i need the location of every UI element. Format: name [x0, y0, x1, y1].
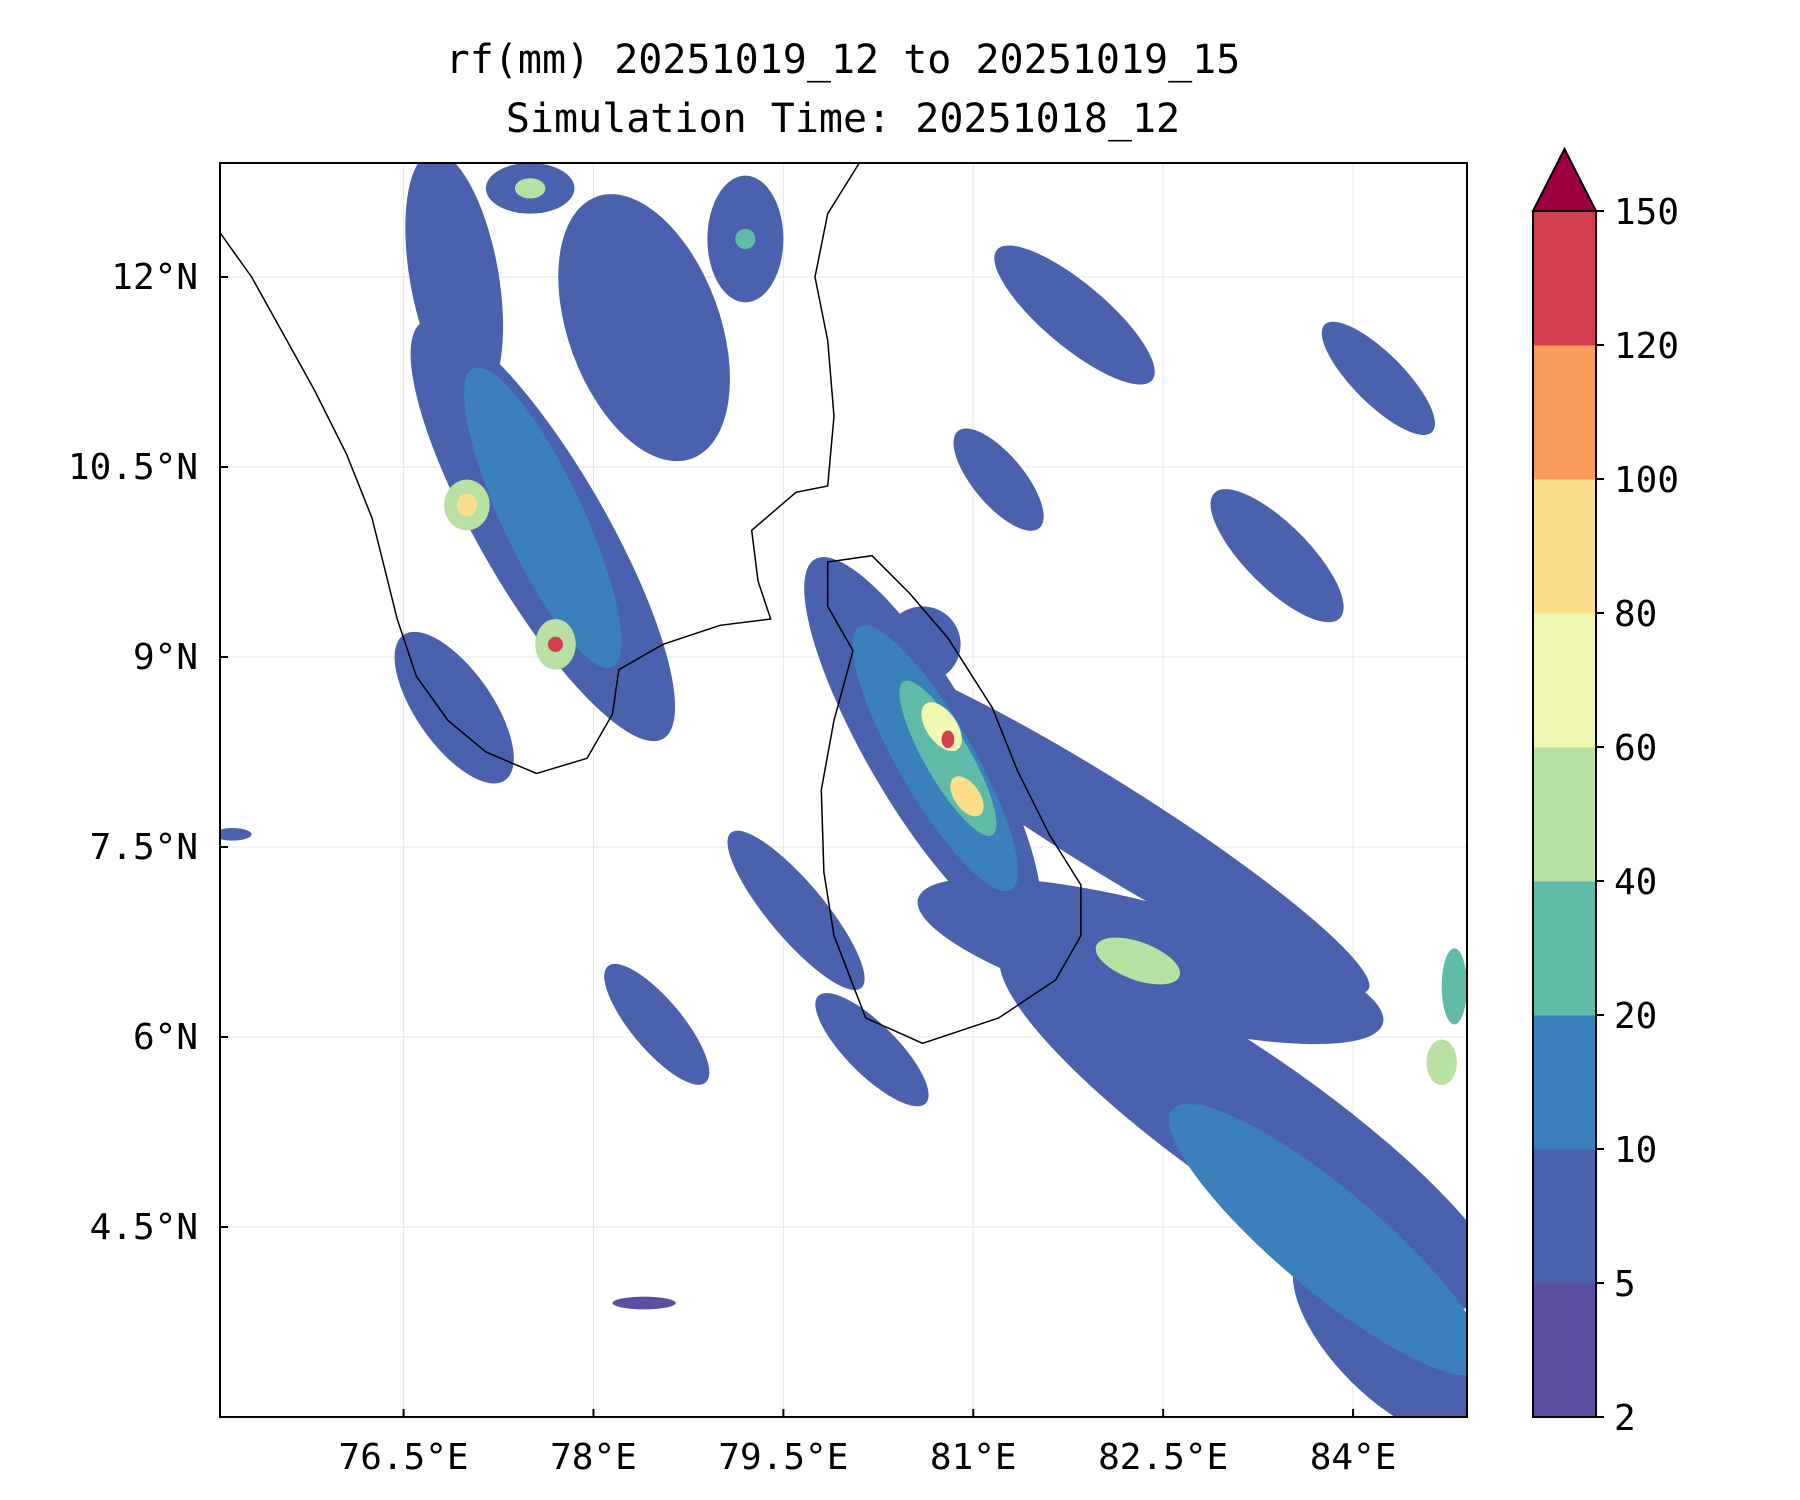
x-tick-label: 76.5°E	[339, 1437, 469, 1478]
colorbar-segment	[1533, 211, 1596, 346]
colorbar-tick-label: 120	[1614, 326, 1679, 367]
x-tick-label: 81°E	[930, 1437, 1017, 1478]
y-tick-label: 10.5°N	[68, 447, 198, 488]
colorbar-tick-label: 2	[1614, 1398, 1636, 1439]
colorbar-tick-label: 10	[1614, 1130, 1657, 1171]
colorbar-tick-label: 5	[1614, 1264, 1636, 1305]
sri-lanka-coastline	[820, 554, 1082, 1045]
rain-cell	[727, 830, 865, 990]
rain-cell	[1321, 321, 1436, 435]
rain-cell	[604, 963, 710, 1085]
x-axis: 76.5°E 78°E 79.5°E 81°E 82.5°E 84°E	[339, 1409, 1397, 1478]
colorbar-extend-arrow	[1531, 146, 1598, 212]
colorbar: 2 5 10 20 40 60 80 100 120 150	[1531, 146, 1679, 1439]
colorbar-frame	[1532, 210, 1597, 1418]
rain-cell	[953, 428, 1044, 531]
colorbar-segment	[1533, 1283, 1596, 1418]
rain-cell	[1426, 1039, 1457, 1086]
rain-cell	[950, 776, 984, 817]
rain-cell	[558, 194, 730, 462]
plot-frame	[219, 162, 1468, 1418]
rain-cell	[547, 636, 564, 652]
rain-cell	[220, 828, 252, 841]
y-tick-label: 12°N	[111, 257, 198, 298]
colorbar-segment	[1533, 345, 1596, 480]
rain-cell	[394, 631, 514, 784]
colorbar-tick-label: 150	[1614, 192, 1679, 233]
rain-cell	[405, 163, 504, 402]
india-coastline	[220, 163, 860, 775]
colorbar-segment	[1533, 881, 1596, 1016]
colorbar-segment	[1533, 613, 1596, 748]
rain-cell	[941, 730, 955, 749]
colorbar-tick-label: 100	[1614, 460, 1679, 501]
x-tick-label: 78°E	[550, 1437, 637, 1478]
rain-cell	[735, 228, 756, 250]
rain-cell	[994, 245, 1155, 385]
x-tick-label: 82.5°E	[1098, 1437, 1228, 1478]
rain-cell	[1169, 1103, 1467, 1376]
rain-cell	[1441, 948, 1467, 1025]
rain-cell	[612, 1296, 676, 1310]
chart-title-line1: rf(mm) 20251019_12 to 20251019_15	[446, 37, 1241, 83]
rain-cell	[815, 993, 929, 1107]
colorbar-segment	[1533, 1149, 1596, 1284]
y-axis: 4.5°N 6°N 7.5°N 9°N 10.5°N 12°N	[68, 257, 228, 1248]
rain-cell	[1210, 489, 1344, 623]
y-tick-label: 4.5°N	[90, 1207, 198, 1248]
plot-area: 76.5°E 78°E 79.5°E 81°E 82.5°E 84°E 4.5°N 6°N 7…	[68, 162, 1468, 1478]
colorbar-segment	[1533, 747, 1596, 882]
rain-cell	[464, 367, 622, 668]
y-tick-label: 7.5°N	[90, 827, 198, 868]
rain-cell	[456, 493, 477, 517]
colorbar-tick-label: 80	[1614, 594, 1657, 635]
y-tick-label: 9°N	[133, 637, 198, 678]
colorbar-segment	[1533, 1015, 1596, 1150]
y-tick-label: 6°N	[133, 1017, 198, 1058]
coastlines	[220, 163, 1082, 1045]
x-tick-label: 84°E	[1310, 1437, 1397, 1478]
x-tick-label: 79.5°E	[718, 1437, 848, 1478]
rain-cell	[514, 178, 546, 199]
colorbar-tick-label: 40	[1614, 862, 1657, 903]
colorbar-tick-label: 20	[1614, 996, 1657, 1037]
rain-cell	[1095, 937, 1181, 985]
chart-title-line2: Simulation Time: 20251018_12	[506, 96, 1180, 142]
colorbar-segment	[1533, 479, 1596, 614]
colorbar-tick-label: 60	[1614, 728, 1657, 769]
rainfall-field	[220, 163, 1467, 1417]
